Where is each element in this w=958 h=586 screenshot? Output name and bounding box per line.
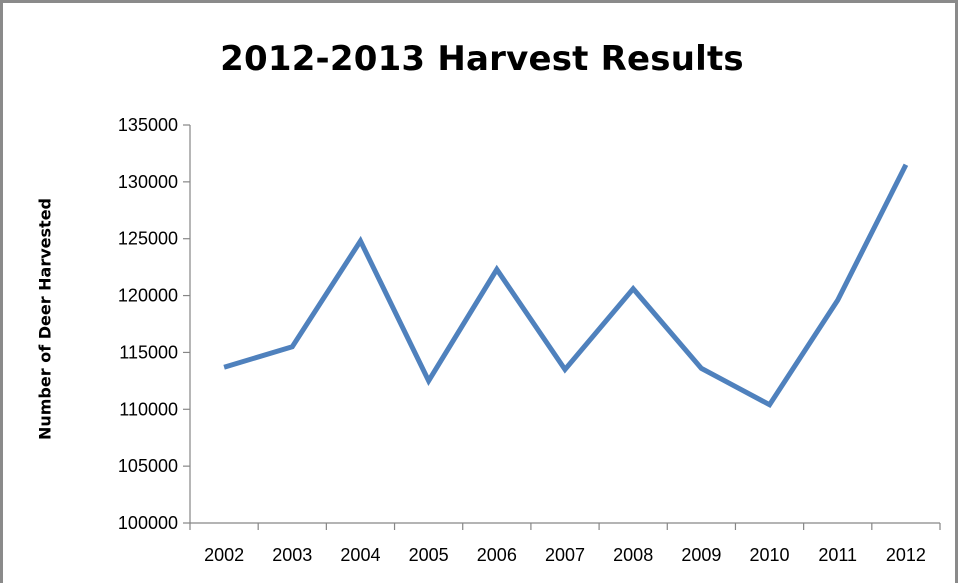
x-tick-label: 2010 <box>750 545 790 565</box>
y-tick-label: 110000 <box>119 399 178 419</box>
series-line <box>224 165 906 405</box>
y-tick-label: 130000 <box>118 172 178 192</box>
x-tick-label: 2008 <box>613 545 653 565</box>
y-tick-label: 120000 <box>118 286 178 306</box>
x-tick-label: 2006 <box>477 545 517 565</box>
y-tick-label: 125000 <box>118 229 178 249</box>
y-tick-label: 115000 <box>119 342 178 362</box>
y-tick-label: 135000 <box>118 115 178 135</box>
x-tick-label: 2004 <box>340 545 380 565</box>
y-tick-label: 105000 <box>118 456 178 476</box>
x-tick-label: 2009 <box>681 545 721 565</box>
x-tick-label: 2007 <box>545 545 585 565</box>
y-tick-label: 100000 <box>118 513 178 533</box>
x-tick-label: 2005 <box>409 545 449 565</box>
x-tick-label: 2012 <box>886 545 926 565</box>
x-tick-label: 2003 <box>272 545 312 565</box>
line-chart: 100000 105000 110000 115000 120000 125000 1300… <box>3 3 958 586</box>
x-tick-label: 2011 <box>818 545 857 565</box>
x-tick-label: 2002 <box>204 545 244 565</box>
